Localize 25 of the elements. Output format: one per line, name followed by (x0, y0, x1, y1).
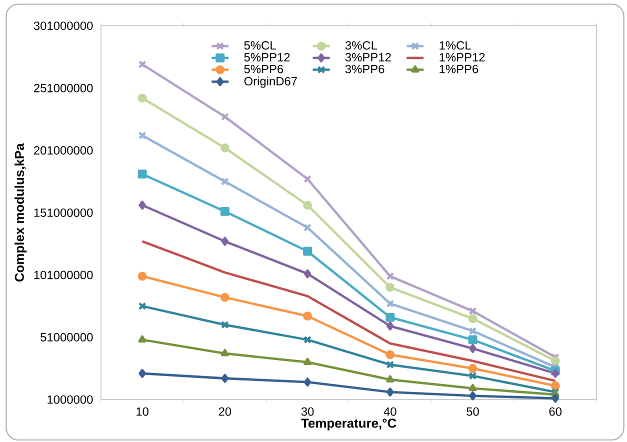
y-axis-title: Complex modulus,kPa (14, 143, 27, 282)
legend-label: 1%PP12 (440, 52, 485, 62)
y-tick-label: 201000000 (34, 146, 93, 155)
legend-label: 3%CL (345, 41, 378, 50)
legend-label: 5%PP12 (244, 52, 290, 62)
y-tick-label: 1000000 (48, 395, 93, 404)
x-tick-label: 10 (136, 407, 148, 416)
x-tick-label: 50 (466, 407, 479, 416)
y-tick-label: 151000000 (34, 208, 93, 217)
y-tick-label: 251000000 (34, 84, 93, 92)
legend-label: 3%PP12 (345, 52, 391, 62)
x-axis-title: Temperature,°C (301, 418, 396, 430)
x-tick-label: 40 (384, 407, 396, 416)
y-tick-label: 101000000 (34, 270, 93, 280)
x-tick-label: 30 (301, 407, 314, 416)
x-tick-label: 20 (218, 407, 232, 416)
legend-label: OriginD67 (244, 76, 297, 88)
y-tick-label: 51000000 (40, 332, 93, 342)
y-tick-label: 301000000 (34, 22, 93, 30)
legend-label: 1%PP6 (440, 64, 478, 74)
legend-label: 1%CL (440, 41, 471, 50)
legend-label: 5%PP6 (244, 64, 284, 74)
legend-label: 3%PP6 (345, 64, 384, 74)
legend-label: 5%CL (244, 41, 276, 50)
x-tick-label: 60 (549, 407, 562, 416)
